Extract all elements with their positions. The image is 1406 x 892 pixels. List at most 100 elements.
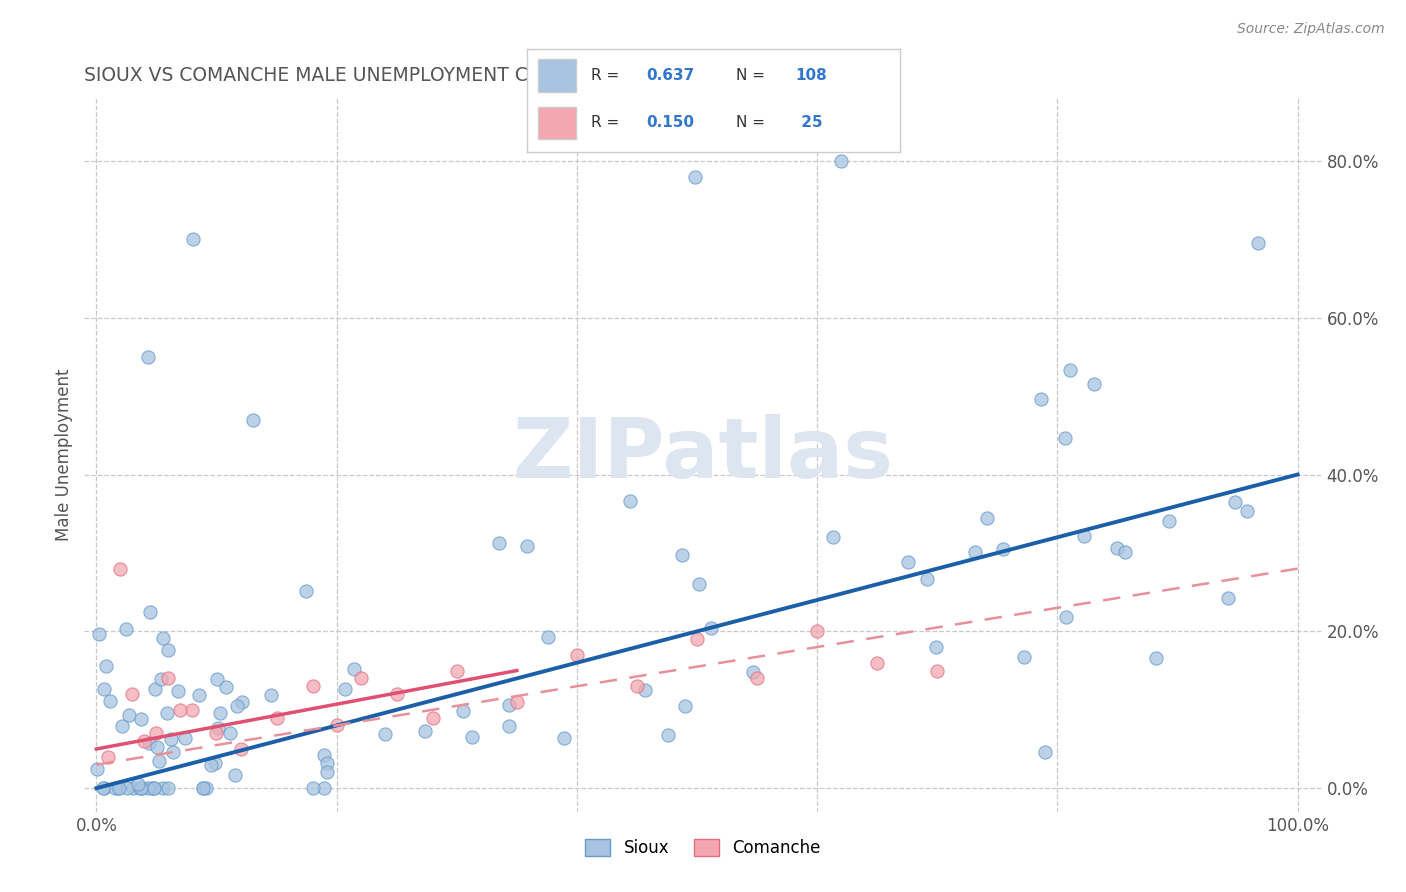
Text: N =: N = xyxy=(735,68,769,83)
Point xyxy=(673,698,696,713)
Point xyxy=(925,640,948,654)
Point xyxy=(626,679,648,693)
Point xyxy=(204,756,226,771)
Point xyxy=(1157,514,1180,528)
Point xyxy=(1246,235,1268,250)
Point xyxy=(205,726,228,740)
Point xyxy=(121,781,143,796)
Point xyxy=(157,672,180,686)
Point xyxy=(159,732,181,747)
Point xyxy=(188,689,211,703)
Point xyxy=(1105,541,1128,555)
Point xyxy=(316,765,339,780)
Text: 25: 25 xyxy=(796,115,823,130)
Point xyxy=(121,687,143,701)
Point xyxy=(350,672,373,686)
Point xyxy=(745,672,768,686)
Point xyxy=(136,781,159,796)
Point xyxy=(115,622,138,636)
Point xyxy=(335,682,357,697)
Point xyxy=(156,781,179,796)
Point xyxy=(107,781,129,796)
Point xyxy=(93,781,115,796)
Point xyxy=(1014,649,1036,664)
Point xyxy=(671,548,693,562)
Text: 0.150: 0.150 xyxy=(647,115,695,130)
Point xyxy=(963,545,986,559)
Point xyxy=(145,726,167,740)
Point xyxy=(1223,494,1246,508)
Text: SIOUX VS COMANCHE MALE UNEMPLOYMENT CORRELATION CHART: SIOUX VS COMANCHE MALE UNEMPLOYMENT CORR… xyxy=(84,66,718,86)
Point xyxy=(91,781,114,796)
Point xyxy=(461,731,484,745)
Point xyxy=(181,703,204,717)
Point xyxy=(229,742,252,756)
Point xyxy=(143,781,166,796)
Point xyxy=(373,727,395,741)
Point xyxy=(657,728,679,742)
Y-axis label: Male Unemployment: Male Unemployment xyxy=(55,368,73,541)
Point xyxy=(127,777,149,791)
Point xyxy=(87,626,110,640)
Point xyxy=(686,632,709,647)
Point xyxy=(148,755,170,769)
Point xyxy=(688,577,710,591)
Point xyxy=(169,703,191,717)
Point xyxy=(325,718,347,732)
Point xyxy=(498,719,520,733)
Point xyxy=(194,781,217,796)
Point xyxy=(162,745,184,759)
Point xyxy=(152,781,174,796)
Point xyxy=(516,540,538,554)
Point xyxy=(1216,591,1239,606)
Point xyxy=(200,758,222,772)
Point xyxy=(498,698,520,713)
Point xyxy=(1236,504,1258,518)
Point xyxy=(118,708,141,723)
Point xyxy=(897,556,920,570)
Point xyxy=(136,350,159,364)
Point xyxy=(94,658,117,673)
Point xyxy=(226,698,249,713)
Point xyxy=(173,731,195,745)
Point xyxy=(145,681,167,696)
Point xyxy=(143,781,166,796)
Point xyxy=(146,740,169,755)
Point xyxy=(1083,376,1105,391)
Text: 0.637: 0.637 xyxy=(647,68,695,83)
Point xyxy=(242,412,264,426)
Point xyxy=(991,541,1014,556)
Point xyxy=(218,726,240,740)
Point xyxy=(314,781,336,796)
Point xyxy=(86,763,108,777)
Bar xyxy=(538,106,575,139)
Point xyxy=(191,781,214,796)
Point xyxy=(93,682,115,697)
Point xyxy=(1059,362,1081,376)
Text: N =: N = xyxy=(735,115,769,130)
Point xyxy=(821,530,844,544)
Bar xyxy=(538,59,575,92)
Point xyxy=(506,695,529,709)
Point xyxy=(413,723,436,738)
Point xyxy=(117,781,139,796)
Point xyxy=(422,711,444,725)
Text: R =: R = xyxy=(591,115,624,130)
Point xyxy=(866,656,889,670)
Point xyxy=(134,734,156,748)
Point xyxy=(97,749,120,764)
Point xyxy=(110,719,132,733)
Point xyxy=(565,648,588,662)
Point xyxy=(915,572,938,586)
Text: 108: 108 xyxy=(796,68,827,83)
Point xyxy=(488,536,510,550)
Point xyxy=(1054,431,1077,445)
Point xyxy=(619,494,641,508)
Point xyxy=(231,695,253,709)
Point xyxy=(446,664,468,678)
Point xyxy=(167,684,190,698)
Point xyxy=(1033,745,1056,759)
Point xyxy=(312,747,335,762)
Point xyxy=(191,781,214,796)
Point xyxy=(295,583,318,598)
